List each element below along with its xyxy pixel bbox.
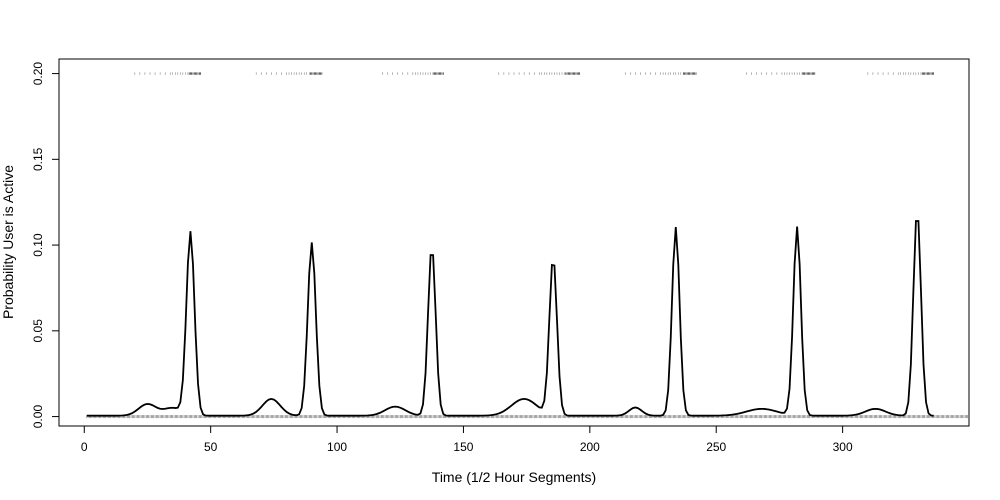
y-axis-title: Probability User is Active [0,165,16,319]
x-tick-label: 0 [81,440,88,454]
rug-high-group [134,72,934,75]
x-tick-label: 250 [706,440,726,454]
x-tick-label: 300 [833,440,853,454]
x-tick-label: 50 [204,440,218,454]
x-tick-label: 150 [453,440,473,454]
density-line [86,220,934,417]
y-tick-label: 0.10 [31,233,45,257]
y-tick-label: 0.20 [31,62,45,86]
x-tick-label: 100 [327,440,347,454]
x-tick-label: 200 [580,440,600,454]
y-tick-label: 0.05 [31,319,45,343]
y-tick-label: 0.15 [31,147,45,171]
plot-frame [58,58,970,427]
x-axis-title: Time (1/2 Hour Segments) [432,469,596,485]
x-axis: 0 50 100 150 200 250 300 [81,425,853,454]
y-axis: 0.00 0.05 0.10 0.15 0.20 [31,62,60,429]
y-tick-label: 0.00 [31,405,45,429]
